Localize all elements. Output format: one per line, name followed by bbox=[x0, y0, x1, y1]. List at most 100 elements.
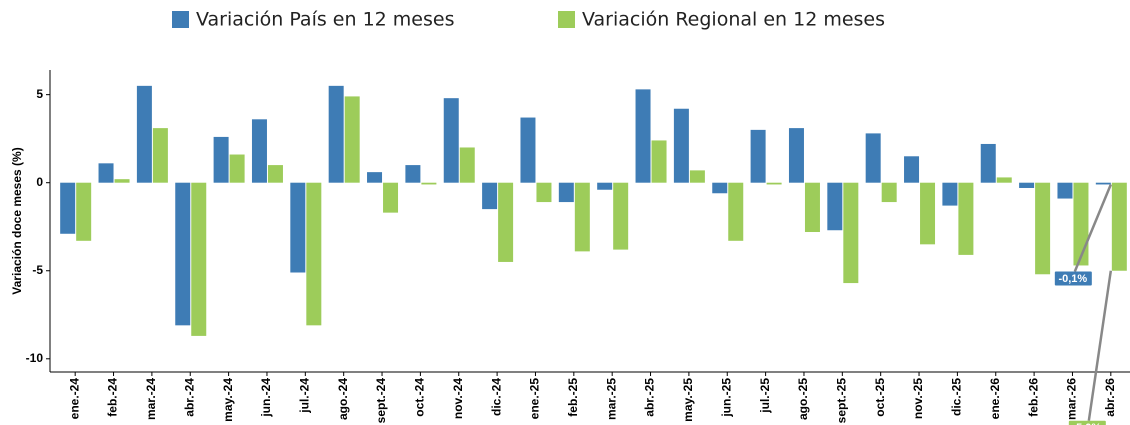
bar bbox=[574, 182, 590, 252]
x-tick-label: feb.-25 bbox=[566, 378, 580, 417]
bar bbox=[980, 143, 996, 183]
bar bbox=[367, 172, 383, 183]
bar bbox=[865, 133, 881, 183]
x-tick-label: jun.-25 bbox=[719, 378, 733, 418]
x-tick-label: abr.-25 bbox=[643, 378, 657, 417]
y-tick-label: 0 bbox=[36, 175, 43, 189]
legend-swatch bbox=[172, 11, 189, 28]
x-tick-label: ene.-26 bbox=[988, 378, 1002, 420]
bar bbox=[290, 182, 306, 273]
x-tick-label: may.-24 bbox=[221, 378, 235, 422]
bar bbox=[306, 182, 322, 326]
y-tick-label: 5 bbox=[36, 87, 43, 101]
bar bbox=[175, 182, 191, 326]
callout-box bbox=[1054, 271, 1092, 286]
x-tick-label: oct.-24 bbox=[413, 378, 427, 417]
bar bbox=[405, 165, 421, 183]
bar bbox=[942, 182, 958, 206]
bar bbox=[1073, 182, 1089, 266]
bar bbox=[788, 128, 804, 183]
bar bbox=[328, 85, 344, 183]
bar bbox=[804, 182, 820, 233]
x-tick-label: sept.-24 bbox=[374, 378, 388, 424]
bar bbox=[383, 182, 399, 213]
x-tick-label: ago.-24 bbox=[336, 378, 350, 420]
bar bbox=[459, 147, 475, 183]
x-tick-label: abr.-26 bbox=[1103, 378, 1117, 417]
x-tick-label: nov.-25 bbox=[911, 378, 925, 419]
bar bbox=[152, 128, 168, 183]
y-axis-label: Variación doce meses (%) bbox=[10, 147, 24, 294]
bar bbox=[191, 182, 207, 336]
bar bbox=[213, 136, 229, 183]
bar bbox=[689, 170, 705, 183]
bar bbox=[920, 182, 936, 245]
bar bbox=[1057, 182, 1073, 199]
legend-label: Variación Regional en 12 meses bbox=[582, 9, 885, 31]
bar bbox=[60, 182, 76, 234]
bar bbox=[597, 182, 613, 190]
bar bbox=[881, 182, 897, 203]
x-tick-label: ago.-25 bbox=[796, 378, 810, 420]
bar bbox=[136, 85, 152, 183]
bar bbox=[766, 182, 782, 185]
y-tick-label: -10 bbox=[26, 351, 44, 365]
bar bbox=[98, 163, 114, 183]
bar bbox=[443, 98, 459, 183]
data-label: -0,1% bbox=[1058, 273, 1087, 285]
x-tick-label: jun.-24 bbox=[259, 378, 273, 418]
bar bbox=[1035, 182, 1051, 275]
x-tick-label: may.-25 bbox=[681, 378, 695, 422]
bar bbox=[904, 156, 920, 183]
bar bbox=[827, 182, 843, 231]
x-tick-label: feb.-26 bbox=[1026, 378, 1040, 417]
legend-swatch bbox=[558, 11, 575, 28]
x-tick-label: jul.-25 bbox=[758, 378, 772, 414]
x-tick-label: abr.-24 bbox=[182, 378, 196, 417]
bar bbox=[482, 182, 498, 210]
y-tick-label: -5 bbox=[32, 263, 43, 277]
bar bbox=[251, 119, 267, 183]
data-label: -5,0% bbox=[1072, 422, 1101, 425]
bar bbox=[958, 182, 974, 255]
x-tick-label: ene.-24 bbox=[67, 378, 81, 420]
x-tick-label: dic.-25 bbox=[950, 378, 964, 416]
bar bbox=[712, 182, 728, 194]
bar bbox=[843, 182, 859, 284]
bar bbox=[651, 140, 667, 183]
bar bbox=[421, 182, 437, 185]
bar bbox=[728, 182, 744, 241]
bar bbox=[229, 154, 245, 183]
x-tick-label: ene.-25 bbox=[528, 378, 542, 420]
x-tick-label: dic.-24 bbox=[489, 378, 503, 416]
bar bbox=[1019, 182, 1035, 188]
legend-label: Variación País en 12 meses bbox=[196, 9, 454, 31]
bar bbox=[1111, 182, 1127, 271]
x-tick-label: mar.-25 bbox=[604, 378, 618, 420]
x-tick-label: oct.-25 bbox=[873, 378, 887, 417]
bar bbox=[498, 182, 514, 262]
bar bbox=[520, 117, 536, 183]
bar bbox=[558, 182, 574, 203]
bar bbox=[536, 182, 552, 203]
bar bbox=[673, 108, 689, 183]
callout-line bbox=[1073, 183, 1112, 272]
bar bbox=[613, 182, 629, 250]
callout-line bbox=[1087, 270, 1113, 421]
x-tick-label: mar.-24 bbox=[144, 378, 158, 420]
callout-box bbox=[1068, 420, 1106, 425]
x-tick-label: feb.-24 bbox=[106, 378, 120, 417]
bar bbox=[750, 129, 766, 183]
bar bbox=[1095, 182, 1111, 185]
bar bbox=[114, 179, 130, 183]
x-tick-label: nov.-24 bbox=[451, 378, 465, 419]
x-tick-label: mar.-26 bbox=[1065, 378, 1079, 420]
bar bbox=[267, 165, 283, 183]
bar bbox=[996, 177, 1012, 183]
bar bbox=[344, 96, 360, 183]
x-tick-label: sept.-25 bbox=[834, 378, 848, 424]
bar bbox=[76, 182, 92, 241]
bar bbox=[635, 89, 651, 183]
x-tick-label: jul.-24 bbox=[297, 378, 311, 414]
